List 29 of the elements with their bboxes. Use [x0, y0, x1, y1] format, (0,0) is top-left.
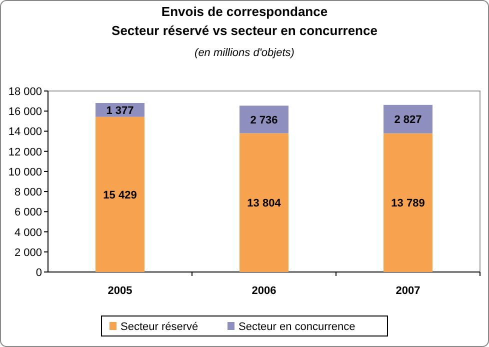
data-label: 13 804	[247, 198, 282, 210]
bar	[384, 133, 432, 272]
y-tick-label: 12 000	[8, 146, 42, 158]
y-tick-label: 2 000	[14, 246, 42, 259]
x-tick-label: 2006	[252, 285, 276, 297]
chart-subtitle: Secteur réservé vs secteur en concurrence	[112, 23, 378, 38]
bar	[240, 133, 288, 272]
y-tick-label: 18 000	[8, 86, 42, 98]
legend-label: Secteur en concurrence	[238, 321, 356, 333]
y-tick-label: 0	[36, 267, 42, 279]
bar	[384, 104, 432, 134]
chart-title: Envois de correspondance	[161, 4, 328, 19]
legend-label: Secteur réservé	[120, 321, 198, 333]
x-tick-label: 2005	[108, 285, 132, 297]
y-tick-label: 6 000	[14, 206, 42, 219]
y-tick-label: 4 000	[14, 226, 42, 239]
bar	[96, 116, 144, 272]
data-label: 13 789	[391, 198, 425, 210]
data-label: 1 377	[106, 104, 134, 117]
data-label: 2 827	[394, 114, 422, 126]
y-tick-label: 10 000	[8, 166, 42, 178]
y-tick-label: 8 000	[14, 186, 42, 199]
text: (en millions d'objets)	[194, 47, 295, 59]
bar	[240, 106, 288, 134]
y-tick-label: 16 000	[8, 106, 42, 118]
y-tick-label: 14 000	[8, 126, 42, 138]
x-tick-label: 2007	[396, 285, 420, 297]
data-label: 15 429	[103, 189, 137, 202]
data-label: 2 736	[250, 114, 278, 126]
